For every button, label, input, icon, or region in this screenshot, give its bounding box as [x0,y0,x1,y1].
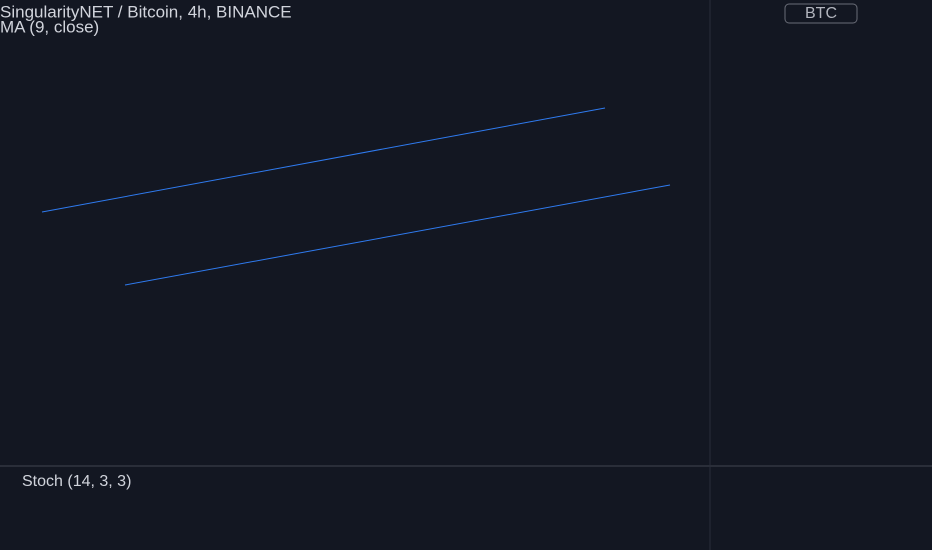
chart-title: SingularityNET / Bitcoin, 4h, BINANCE [0,2,292,21]
channel-lower [124,184,671,286]
channel-upper [41,107,606,213]
currency-badge[interactable] [784,3,858,24]
currency-label: BTC [805,5,837,22]
stoch-title: Stoch (14, 3, 3) [22,473,131,490]
indicator-label: MA (9, close) [0,17,99,36]
